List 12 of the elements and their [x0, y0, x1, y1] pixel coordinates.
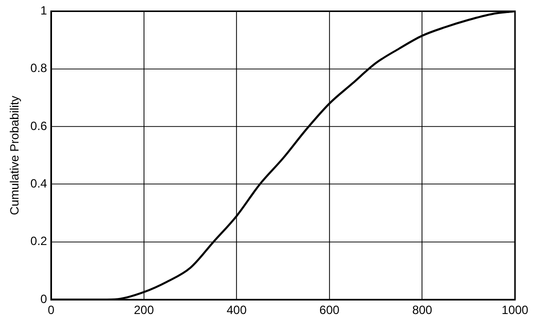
y-tick-label: 0: [40, 292, 48, 306]
y-axis-title: Cumulative Probability: [8, 96, 22, 216]
x-tick-label: 600: [319, 303, 340, 318]
x-tick-label: 800: [412, 303, 433, 318]
x-tick-label: 1000: [502, 303, 529, 318]
y-tick-label: 0.4: [30, 176, 48, 191]
x-tick-label: 200: [134, 303, 154, 318]
x-tick-label: 400: [226, 303, 247, 318]
y-tick-label: 0.2: [30, 234, 48, 248]
y-tick-label: 0.6: [30, 118, 48, 133]
y-tick-label: 1: [40, 4, 48, 18]
y-tick-label: 0.8: [30, 61, 48, 76]
